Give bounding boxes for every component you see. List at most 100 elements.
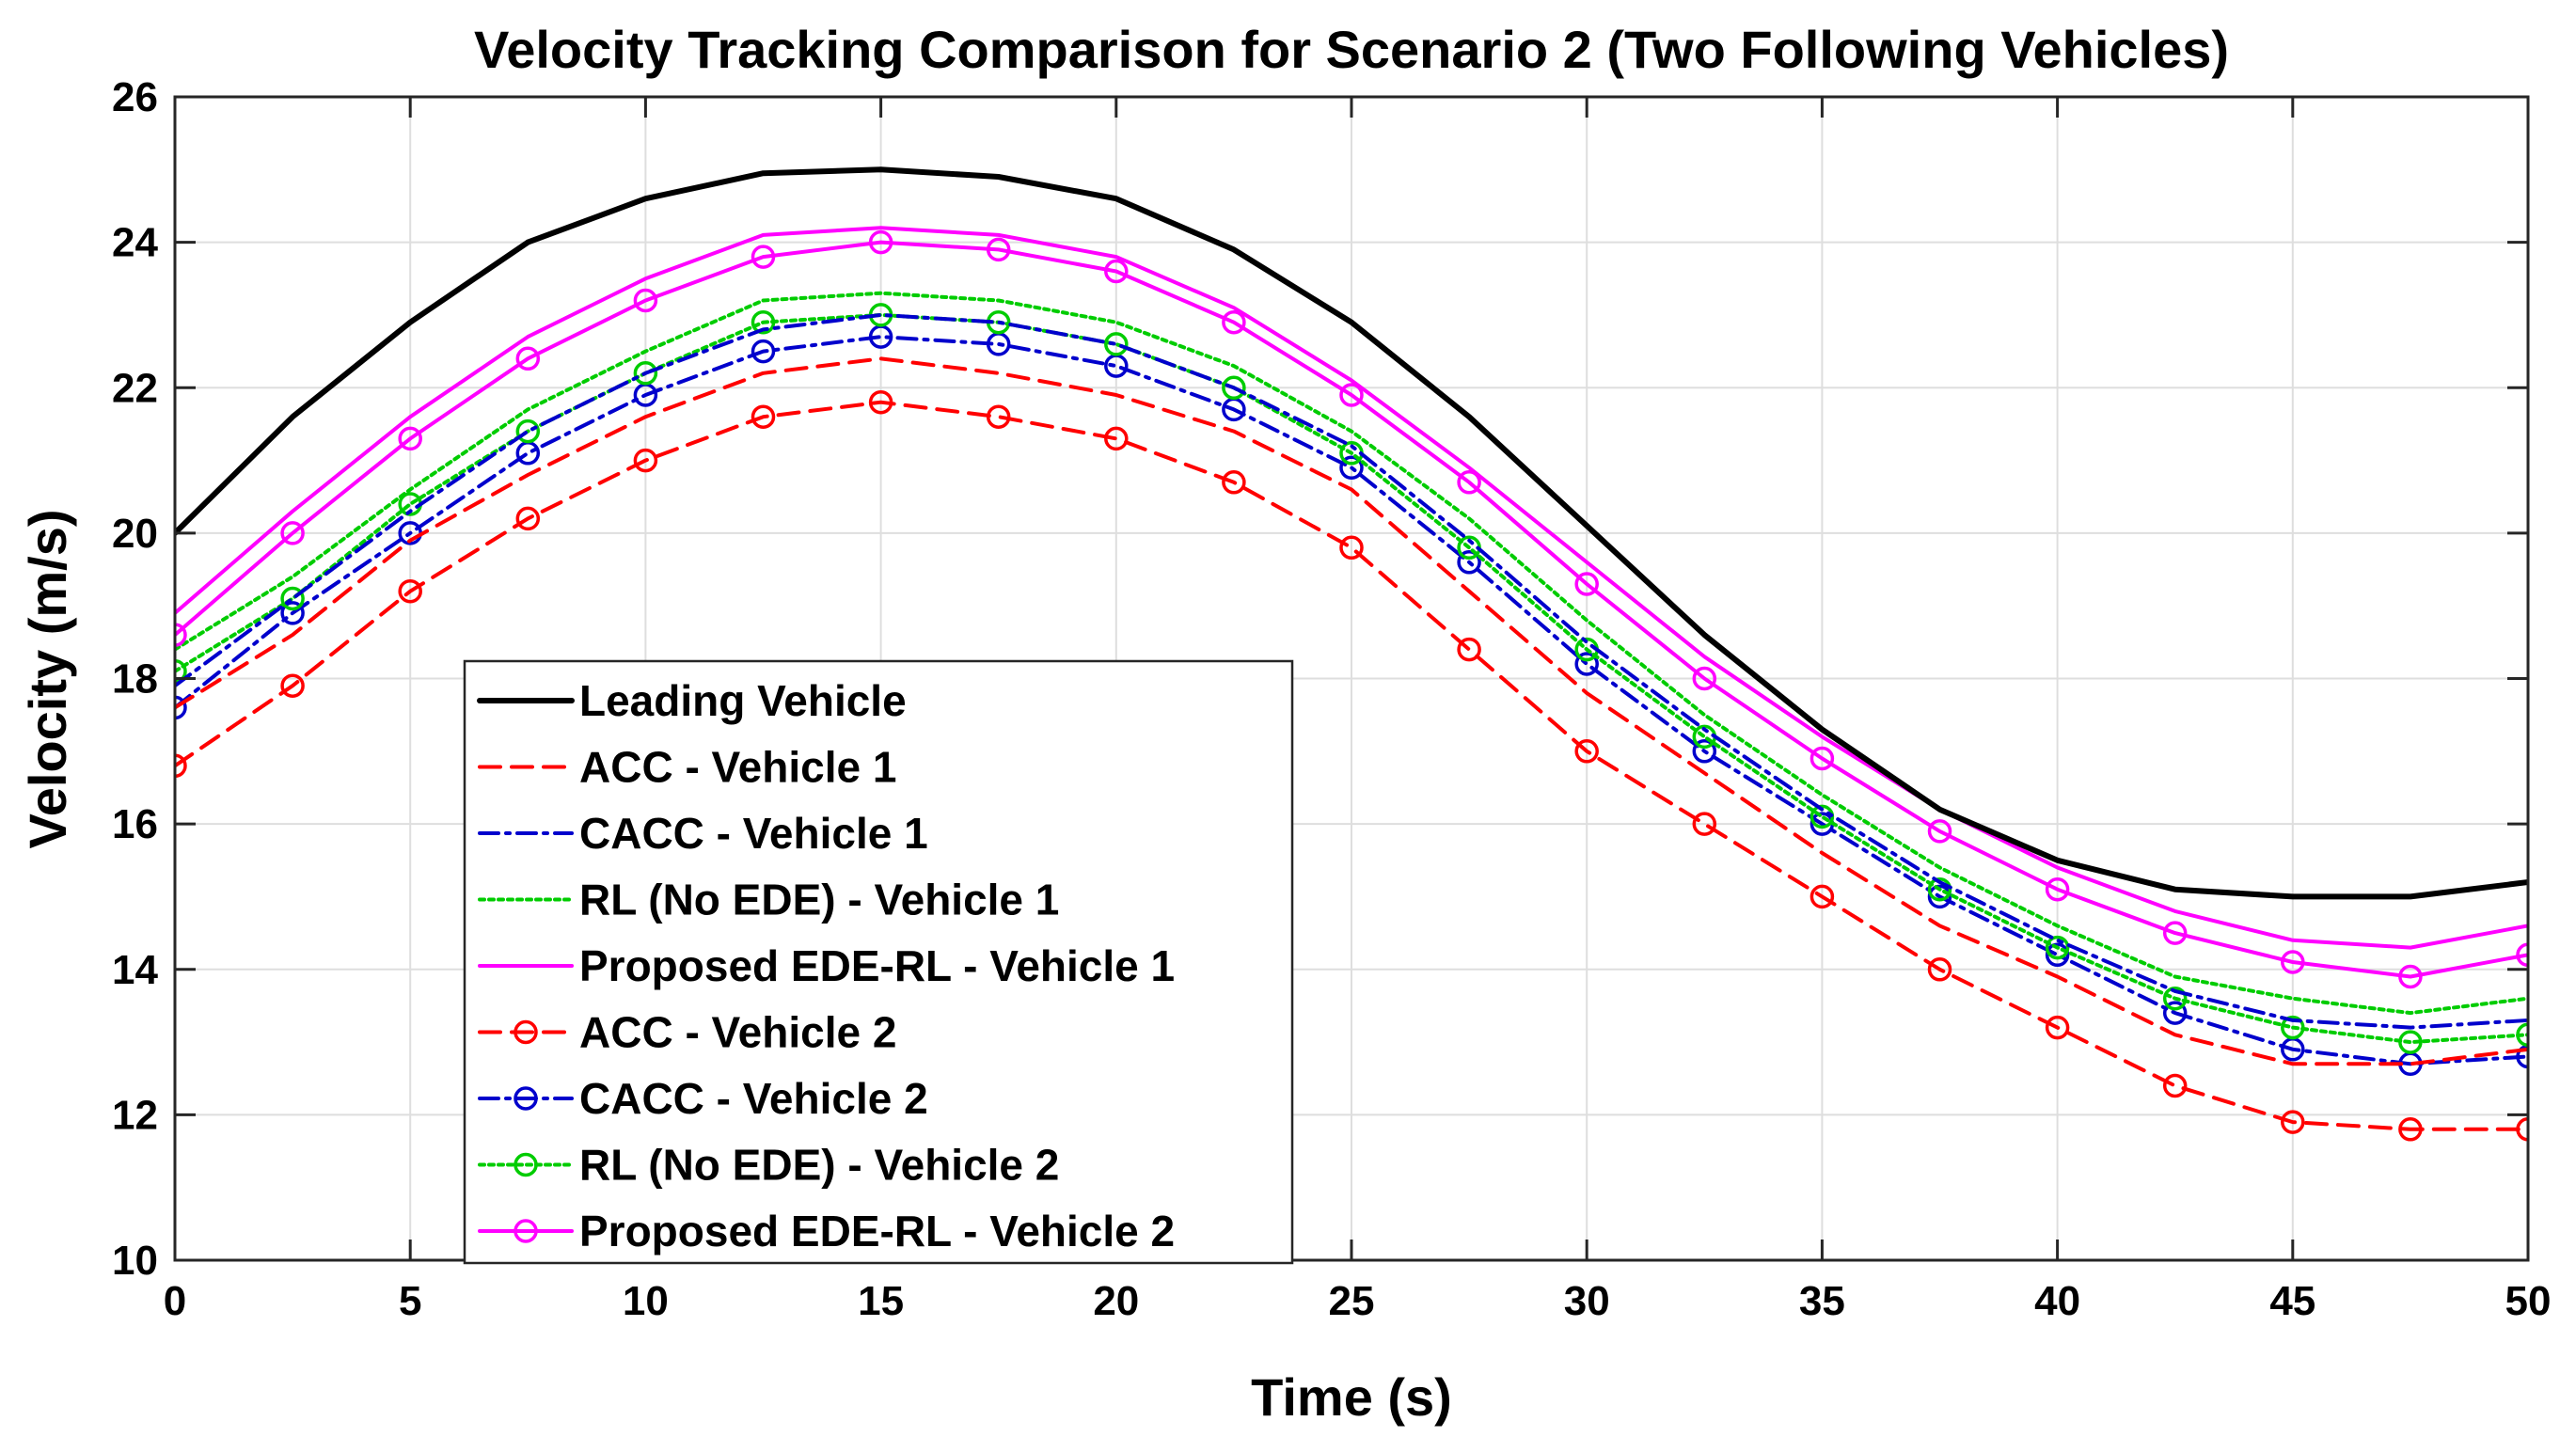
legend: Leading Vehicle ACC - Vehicle 1 CACC - Veh… <box>463 659 1294 1265</box>
series-point-5 <box>280 673 305 698</box>
y-tick-label: 16 <box>112 801 158 847</box>
series-point-6 <box>280 601 305 625</box>
x-tick-label: 45 <box>2269 1278 2315 1324</box>
series-point-8 <box>751 245 776 269</box>
series-point-6 <box>2045 942 2070 968</box>
legend-entry-label: CACC - Vehicle 2 <box>579 1074 928 1123</box>
legend-swatch-marker <box>514 1219 538 1243</box>
legend-entry-label: Proposed EDE-RL - Vehicle 1 <box>579 941 1175 990</box>
series-point-8 <box>2162 921 2188 945</box>
series-layer <box>175 166 2528 1142</box>
x-tick-label: 5 <box>399 1278 421 1324</box>
y-tick-label: 22 <box>112 365 158 411</box>
series-point-8 <box>1692 666 1717 691</box>
series-point-8 <box>2398 964 2423 989</box>
legend-entry-label: ACC - Vehicle 1 <box>579 743 896 792</box>
chart-title: Velocity Tracking Comparison for Scenari… <box>474 20 2229 79</box>
series-point-7 <box>751 309 776 335</box>
series-point-7 <box>175 659 187 684</box>
legend-box <box>463 659 1294 1265</box>
x-tick-label: 50 <box>2505 1278 2552 1324</box>
x-tick-label: 0 <box>164 1278 186 1324</box>
series-point-6 <box>175 695 187 720</box>
series-line-4 <box>175 226 2528 950</box>
series-point-8 <box>2281 950 2305 974</box>
legend-swatch-marker <box>514 1152 538 1177</box>
y-tick-label: 18 <box>112 656 158 703</box>
series-line-8 <box>175 240 2528 979</box>
series-point-5 <box>2516 1117 2528 1142</box>
series-point-5 <box>1457 637 1481 662</box>
series-point-8 <box>398 426 422 451</box>
series-point-7 <box>515 418 541 444</box>
y-tick-label: 24 <box>112 220 158 266</box>
x-tick-label: 20 <box>1093 1278 1139 1324</box>
series-point-8 <box>1104 259 1129 284</box>
series-point-5 <box>633 448 658 473</box>
x-tick-label: 35 <box>1799 1278 1845 1324</box>
series-point-5 <box>2398 1117 2423 1142</box>
series-point-8 <box>175 623 187 647</box>
series-point-7 <box>2045 935 2070 960</box>
legend-swatch-marker <box>514 1086 538 1111</box>
x-tick-label: 10 <box>623 1278 669 1324</box>
series-point-8 <box>515 346 541 371</box>
legend-entry-label: Proposed EDE-RL - Vehicle 2 <box>579 1207 1175 1255</box>
y-tick-label: 20 <box>112 511 158 557</box>
series-line-6 <box>175 335 2528 1066</box>
series-point-6 <box>1927 884 1952 909</box>
series-point-5 <box>2281 1110 2305 1134</box>
series-point-5 <box>515 506 541 531</box>
y-tick-label: 12 <box>112 1092 158 1138</box>
legend-entry-label: RL (No EDE) - Vehicle 2 <box>579 1141 1059 1190</box>
series-point-6 <box>2516 1044 2528 1069</box>
series-point-5 <box>1222 470 1246 495</box>
x-tick-label: 30 <box>1564 1278 1610 1324</box>
x-tick-label: 15 <box>858 1278 904 1324</box>
series-point-6 <box>1339 455 1364 481</box>
y-tick-label: 14 <box>112 947 158 993</box>
series-point-5 <box>868 389 893 415</box>
series-line-0 <box>175 166 2528 900</box>
series-point-5 <box>2045 1015 2070 1040</box>
y-axis-label: Velocity (m/s) <box>18 509 77 848</box>
x-tick-label: 25 <box>1329 1278 1375 1324</box>
series-point-7 <box>2398 1030 2423 1054</box>
series-point-8 <box>1457 470 1481 495</box>
series-point-7 <box>2162 986 2188 1011</box>
series-point-5 <box>751 404 776 429</box>
legend-entry-label: ACC - Vehicle 2 <box>579 1008 896 1057</box>
series-point-5 <box>398 578 422 604</box>
series-point-5 <box>1810 884 1835 909</box>
series-point-8 <box>2045 876 2070 902</box>
legend-entry-label: CACC - Vehicle 1 <box>579 809 928 858</box>
series-point-7 <box>2516 1022 2528 1048</box>
series-point-5 <box>2162 1073 2188 1098</box>
series-point-7 <box>1222 375 1246 401</box>
series-point-6 <box>1574 652 1599 676</box>
series-point-5 <box>1927 957 1952 982</box>
legend-entry-label: Leading Vehicle <box>579 676 907 725</box>
series-point-7 <box>280 586 305 611</box>
series-line-1 <box>175 356 2528 1066</box>
y-tick-label: 26 <box>112 74 158 120</box>
series-point-8 <box>280 521 305 545</box>
series-point-8 <box>1810 746 1835 771</box>
series-point-5 <box>1104 426 1129 451</box>
y-tick-label: 10 <box>112 1238 158 1284</box>
series-point-6 <box>751 339 776 364</box>
series-point-8 <box>1574 572 1599 596</box>
x-tick-label: 40 <box>2034 1278 2080 1324</box>
series-point-8 <box>1927 819 1952 844</box>
axis-ticks: 0 5 10 15 20 25 30 35 40 45 50 10 12 14 16 18 20 22 24 26 <box>112 74 2551 1324</box>
series-point-8 <box>633 288 658 313</box>
series-point-5 <box>175 753 187 779</box>
series-point-7 <box>1927 876 1952 902</box>
series-line-5 <box>175 400 2528 1131</box>
series-point-6 <box>1692 739 1717 764</box>
series-point-7 <box>1104 332 1129 356</box>
legend-swatch-marker <box>514 1019 538 1045</box>
series-point-5 <box>986 404 1011 429</box>
legend-entry-label: RL (No EDE) - Vehicle 1 <box>579 876 1059 924</box>
